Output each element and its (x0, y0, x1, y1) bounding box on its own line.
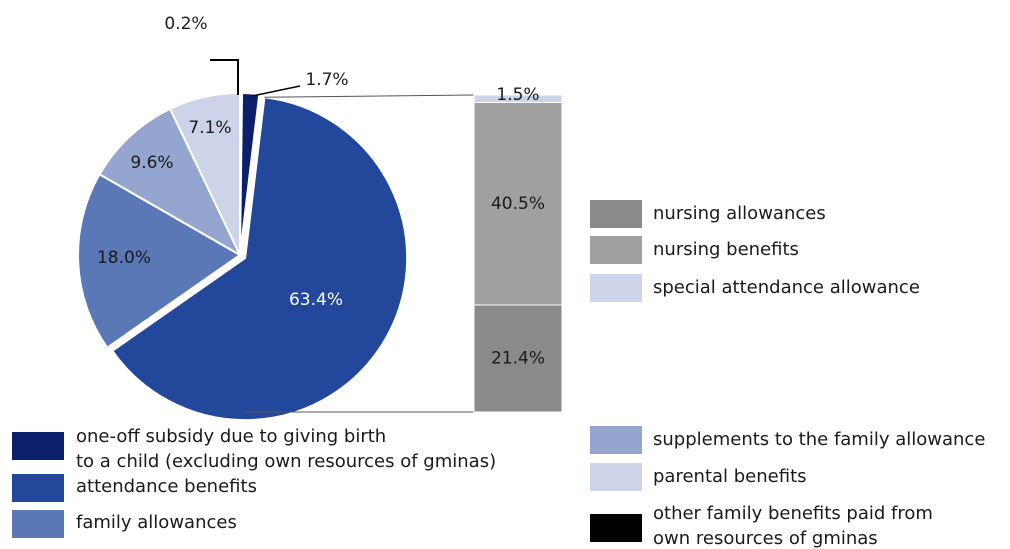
legend-swatch (590, 463, 642, 491)
legend-label: nursing benefits (653, 239, 799, 260)
slice-label: 0.2% (164, 14, 207, 34)
legend-label: other family benefits paid from (653, 503, 933, 524)
slice-label: 7.1% (188, 118, 231, 138)
legend-label: supplements to the family allowance (653, 429, 985, 450)
legend-swatch (12, 510, 64, 538)
legend-label: parental benefits (653, 466, 807, 487)
slice-label: 9.6% (130, 153, 173, 173)
pie-slice (168, 91, 241, 256)
legend-label: attendance benefits (76, 476, 257, 497)
legend-swatch (590, 426, 642, 454)
legend-label: nursing allowances (653, 203, 826, 224)
bar-label: 21.4% (491, 349, 545, 369)
bar-segment (473, 102, 563, 306)
bar-segment (473, 304, 563, 413)
slice-label: 63.4% (289, 290, 343, 310)
plot-area: 0.2% 1.7% 63.4% 18.0% 9.6% 7.1% 21.4% 40.5% 1.5% (77, 14, 563, 422)
leader-line (251, 85, 301, 97)
legend-swatch (12, 474, 64, 502)
legend-label: special attendance allowance (653, 277, 920, 298)
legend-swatch (590, 236, 642, 264)
legend-label: to a child (excluding own resources of g… (76, 451, 496, 472)
bar-label: 1.5% (496, 85, 539, 105)
leader-line (210, 59, 239, 95)
legend-label: family allowances (76, 512, 237, 533)
legend-swatch (590, 514, 642, 542)
connector (264, 94, 475, 98)
legend-swatch (12, 432, 64, 460)
legend: other family benefits paid from own resou… (12, 200, 985, 549)
legend-label: own resources of gminas (653, 528, 878, 549)
legend-swatch (590, 200, 642, 228)
legend-swatch (590, 274, 642, 302)
bar-segment (473, 94, 563, 103)
pie-slice (77, 172, 242, 350)
slice-label: 18.0% (97, 248, 151, 268)
legend-label: one-off subsidy due to giving birth (76, 426, 386, 447)
bar-label: 40.5% (491, 194, 545, 214)
pie-slice (110, 96, 409, 422)
slice-label: 1.7% (305, 70, 348, 90)
pie-slice (98, 107, 243, 258)
